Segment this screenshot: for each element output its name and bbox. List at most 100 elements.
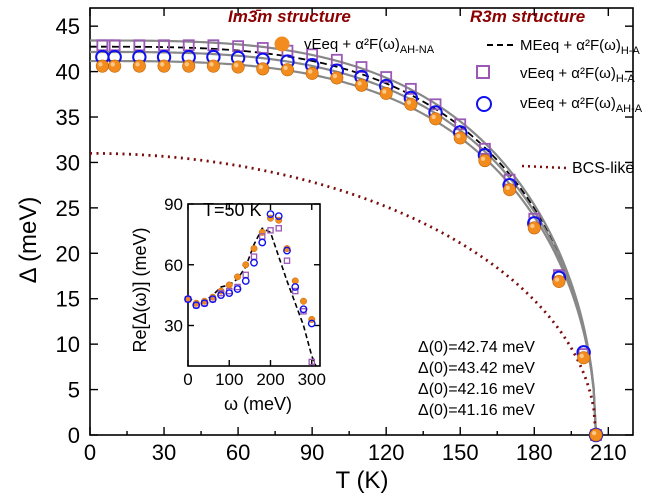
data-point-purple	[380, 71, 393, 83]
legend-orange-label: vEeq + α²F(ω)AH-NA	[304, 36, 435, 56]
inset-point-orange	[250, 245, 258, 253]
data-point-orange	[503, 183, 517, 197]
data-point-orange	[379, 86, 393, 100]
legend: vEeq + α²F(ω)AH-NA MEeq + α²F(ω)H-A vEeq…	[274, 36, 643, 115]
data-point-orange	[182, 59, 196, 73]
data-point-orange	[404, 97, 418, 111]
x-tick-label: 150	[442, 440, 479, 465]
inset-x-tick-label: 100	[215, 370, 243, 389]
inset-x-tick-label: 200	[256, 370, 284, 389]
data-point-purple	[108, 39, 121, 52]
data-point-orange	[552, 274, 566, 288]
gap-annotation-3: Δ(0)=42.16 meV	[418, 381, 535, 398]
legend-blue-sub: AH-A	[616, 103, 643, 115]
inset-point-blue	[250, 258, 258, 267]
y-tick-label: 40	[56, 60, 80, 85]
inset-y-tick-label: 30	[164, 317, 183, 336]
data-point-orange	[429, 112, 443, 126]
main-axes-box	[89, 7, 634, 436]
inset-title: T=50 K	[203, 200, 262, 220]
inset-y-axis-title: Re[Δ(ω)] (meV)	[130, 227, 150, 352]
inset-point-blue	[299, 305, 308, 314]
legend-blue-marker	[476, 96, 492, 112]
inset-point-purple	[308, 358, 315, 366]
inset-x-tick-label: 300	[298, 370, 326, 389]
inset-point-purple	[283, 257, 291, 264]
y-tick-label: 10	[56, 332, 80, 357]
data-point-orange	[478, 154, 492, 168]
inset-point-blue	[241, 277, 250, 285]
header-left: Im3̄m structure	[228, 7, 351, 26]
inset-plot-frame: 0 100 200 300 30 60 90	[164, 195, 326, 389]
inset-point-blue	[192, 301, 201, 310]
data-point-orange	[330, 71, 344, 85]
data-point-orange	[108, 59, 122, 73]
x-tick-label: 0	[84, 440, 96, 465]
inset-point-blue	[200, 299, 209, 308]
inset-point-purple	[267, 227, 274, 234]
inset-fill	[188, 204, 320, 366]
y-tick-label: 0	[68, 423, 80, 448]
inset-data	[184, 210, 317, 367]
data-point-purple	[454, 118, 467, 131]
data-point-orange	[206, 59, 220, 73]
inset-point-blue	[283, 246, 291, 255]
y-tick-label: 5	[68, 378, 80, 403]
inset-point-purple	[275, 225, 282, 232]
gap-annotation-2: Δ(0)=43.42 meV	[418, 360, 535, 377]
x-tick-label: 210	[590, 440, 627, 465]
inset-point-blue	[307, 319, 316, 328]
x-tick-label: 30	[152, 440, 176, 465]
data-point-orange	[280, 63, 294, 77]
y-tick-label: 35	[56, 105, 80, 130]
inset-point-blue	[184, 295, 192, 304]
inset-x-axis-title: ω (meV)	[224, 394, 292, 414]
data-point-orange	[354, 78, 368, 92]
inset-y-tick-label: 90	[164, 195, 183, 214]
y-tick-label: 25	[56, 196, 80, 221]
inset-x-tick-label: 0	[183, 370, 192, 389]
inset-point-orange	[234, 273, 241, 281]
inset-point-purple	[291, 287, 299, 295]
inset-background	[188, 204, 320, 366]
data-point-purple	[355, 61, 368, 73]
data-point-orange	[577, 351, 591, 365]
data-point-orange	[589, 428, 603, 442]
fit-curve	[90, 59, 598, 436]
gap-annotation-1: Δ(0)=42.74 meV	[418, 339, 535, 356]
legend-dashed-main: MEeq + α²F(ω)	[520, 37, 621, 54]
y-axis-title: Δ (meV)	[15, 197, 42, 284]
data-point-orange	[453, 131, 467, 145]
inset-point-blue	[266, 210, 275, 219]
bcs-like-pointer	[521, 164, 567, 170]
bcs-like-label: BCS-like	[572, 160, 634, 177]
x-tick-label: 120	[368, 440, 405, 465]
data-point-orange	[132, 59, 146, 73]
fit-curve	[90, 39, 598, 436]
data-point-orange	[305, 66, 319, 80]
data-point-purple	[96, 39, 109, 52]
inset-point-orange	[225, 281, 233, 289]
data-point-orange	[157, 59, 171, 73]
inset-point-orange	[300, 297, 307, 305]
data-point-purple	[429, 98, 442, 111]
legend-dashed-sub: H-A	[621, 45, 641, 57]
main-plot-frame: 0 30 60 90 120 150 180 210 0 5 10 15 20 25 30 35 40 45	[56, 7, 634, 465]
inset-point-blue	[291, 283, 300, 291]
x-axis-title: T (K)	[336, 467, 389, 494]
x-tick-label: 180	[516, 440, 553, 465]
data-point-orange	[231, 60, 245, 74]
y-tick-label: 30	[56, 150, 80, 175]
data-point-orange	[256, 62, 270, 76]
legend-purple-label: vEeq + α²F(ω)H-A	[520, 65, 635, 85]
data-point-purple	[479, 142, 491, 155]
legend-purple-marker	[476, 65, 490, 79]
inset-point-orange	[242, 261, 250, 269]
y-tick-label: 45	[56, 14, 80, 39]
y-tick-label: 15	[56, 287, 80, 312]
header-right: R3m structure	[470, 7, 585, 26]
y-tick-label: 20	[56, 241, 80, 266]
legend-blue-label: vEeq + α²F(ω)AH-A	[520, 95, 643, 115]
legend-purple-main: vEeq + α²F(ω)	[520, 65, 616, 82]
inset-axes-box	[187, 203, 321, 367]
